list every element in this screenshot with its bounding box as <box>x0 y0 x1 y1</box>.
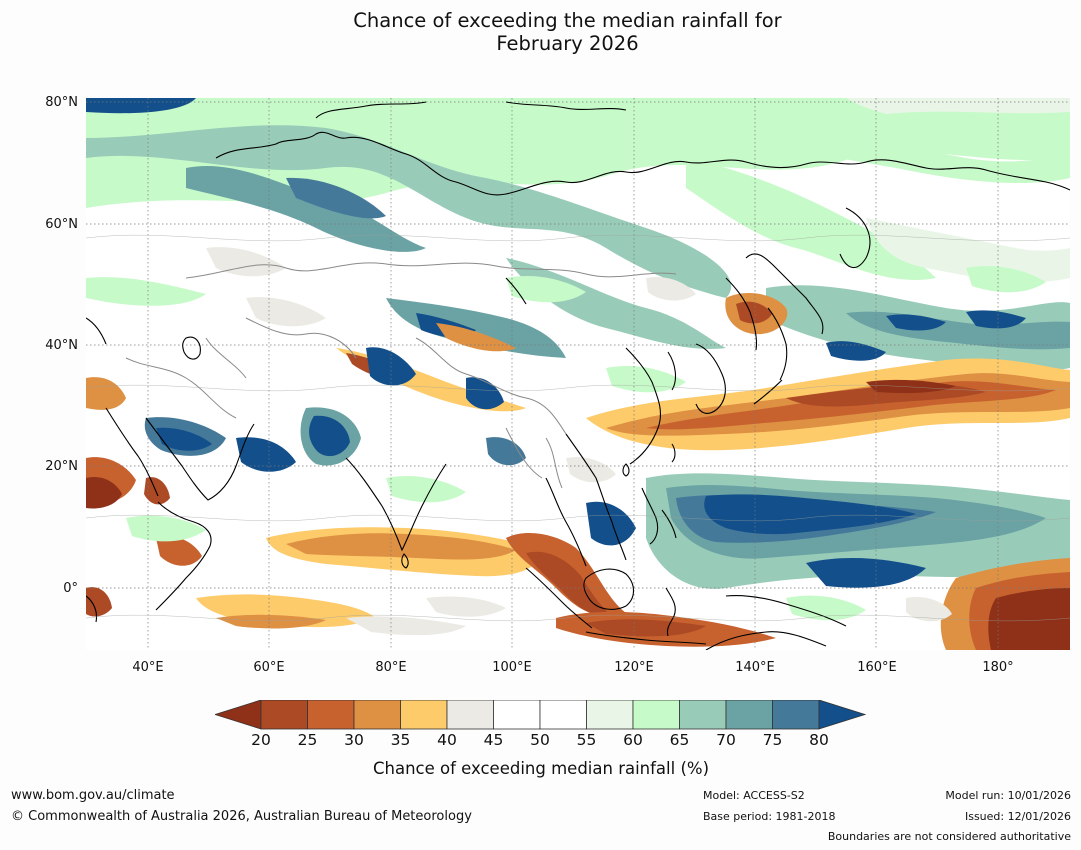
model-name: Model: ACCESS-S2 <box>703 789 805 802</box>
website-link[interactable]: www.bom.gov.au/climate <box>11 788 175 803</box>
colorbar-bin-50-55 <box>539 700 587 730</box>
lon-label-120e: 120°E <box>614 660 654 675</box>
lon-label-40e: 40°E <box>132 660 164 675</box>
colorbar-bin-25-30 <box>307 700 355 730</box>
rainfall-map <box>86 98 1070 650</box>
colorbar-above-80-arrow <box>818 700 867 730</box>
lon-label-160e: 160°E <box>857 660 897 675</box>
colorbar-label: Chance of exceeding median rainfall (%) <box>372 759 710 778</box>
map-gridlines <box>86 98 1070 650</box>
colorbar-bin-35-40 <box>400 700 448 730</box>
colorbar-tick-80: 80 <box>809 731 829 749</box>
rainfall-shading <box>86 98 1070 650</box>
colorbar-tick-25: 25 <box>297 731 318 749</box>
colorbar-tick-20: 20 <box>251 731 271 749</box>
lat-label-40n: 40°N <box>45 338 78 353</box>
colorbar-bin-45-50 <box>493 700 541 730</box>
colorbar-bin-70-75 <box>725 700 773 730</box>
colorbar-tick-75: 75 <box>762 731 783 749</box>
boundaries-disclaimer: Boundaries are not considered authoritat… <box>827 830 1071 843</box>
colorbar-tick-70: 70 <box>716 731 736 749</box>
colorbar-bin-55-60 <box>586 700 634 730</box>
lat-label-20n: 20°N <box>45 459 78 474</box>
title-line-1: Chance of exceeding the median rainfall … <box>353 9 782 32</box>
colorbar-bin-75-80 <box>772 700 820 730</box>
country-borders <box>125 262 677 489</box>
base-period: Base period: 1981-2018 <box>703 810 836 823</box>
map-title: Chance of exceeding the median rainfall … <box>0 9 1081 55</box>
map-canvas <box>86 98 1070 650</box>
colorbar-tick-60: 60 <box>623 731 643 749</box>
colorbar-tick-50: 50 <box>530 731 550 749</box>
title-line-2: February 2026 <box>496 32 639 55</box>
issued-date: Issued: 12/01/2026 <box>964 810 1071 823</box>
coastlines <box>86 101 1070 650</box>
model-run-date: Model run: 10/01/2026 <box>945 789 1071 802</box>
colorbar-tick-55: 55 <box>576 731 597 749</box>
colorbar-bin-30-35 <box>353 700 401 730</box>
colorbar-tick-35: 35 <box>390 731 411 749</box>
copyright-notice: © Commonwealth of Australia 2026, Austra… <box>11 809 472 824</box>
colorbar-below-20-arrow <box>215 700 262 730</box>
lon-label-100e: 100°E <box>492 660 532 675</box>
colorbar-tick-45: 45 <box>483 731 504 749</box>
lat-label-60n: 60°N <box>45 217 78 232</box>
colorbar-tick-30: 30 <box>344 731 364 749</box>
lon-label-180: 180° <box>982 660 1014 675</box>
colorbar-bin-20-25 <box>260 700 308 730</box>
lon-label-140e: 140°E <box>735 660 775 675</box>
colorbar-tick-40: 40 <box>437 731 457 749</box>
lat-label-80n: 80°N <box>45 95 78 110</box>
colorbar-bin-60-65 <box>632 700 680 730</box>
lon-label-60e: 60°E <box>253 660 285 675</box>
colorbar-tick-65: 65 <box>669 731 690 749</box>
contour-lines <box>86 234 1070 622</box>
lat-label-0: 0° <box>63 581 78 596</box>
colorbar-bin-65-70 <box>679 700 727 730</box>
colorbar <box>215 700 867 730</box>
lon-label-80e: 80°E <box>375 660 407 675</box>
colorbar-bin-40-45 <box>446 700 494 730</box>
